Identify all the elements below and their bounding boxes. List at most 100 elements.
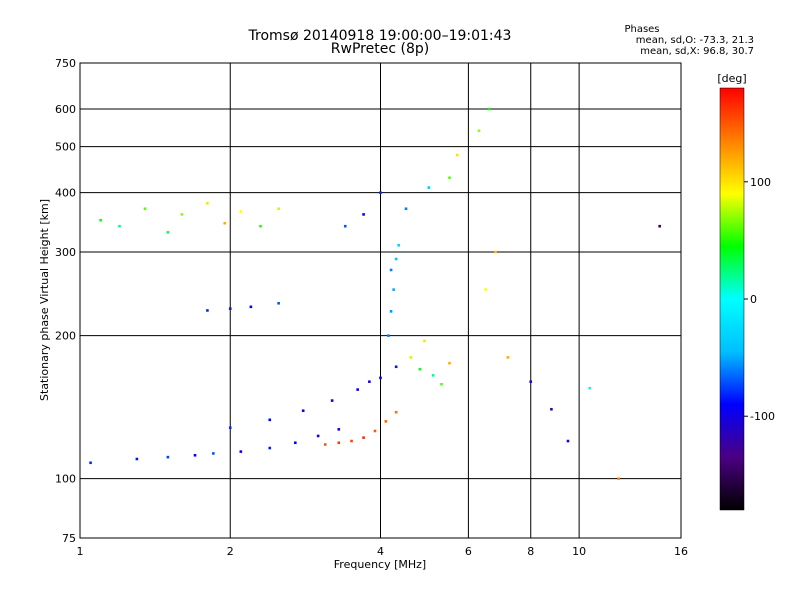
x-tick-labels: 1 2 4 6 8 10 16 (77, 545, 689, 558)
x-tick-label: 8 (527, 545, 534, 558)
data-point (397, 243, 400, 247)
data-point (617, 477, 620, 480)
data-point (389, 310, 393, 313)
data-point (337, 441, 341, 445)
x-tick-label: 10 (572, 545, 586, 558)
data-point (566, 439, 570, 443)
data-points-layer (89, 107, 661, 480)
data-point (529, 380, 533, 383)
data-point (323, 443, 327, 446)
x-tick-label: 2 (227, 545, 234, 558)
data-point (277, 301, 280, 305)
y-tick-label: 300 (55, 246, 76, 259)
data-point (506, 356, 510, 359)
data-point (223, 221, 227, 225)
data-point (99, 218, 102, 222)
data-point (494, 250, 497, 254)
y-tick-label: 400 (55, 187, 76, 200)
data-point (362, 213, 365, 216)
data-point (228, 307, 232, 310)
data-point (418, 367, 422, 371)
data-point (379, 191, 382, 194)
colorbar-tick-label: -100 (750, 410, 775, 423)
y-tick-labels: 75 100 200 300 400 500 600 750 (55, 57, 76, 545)
y-tick-label: 600 (55, 103, 76, 116)
data-point (387, 334, 390, 337)
data-point (350, 439, 353, 443)
colorbar-tick-label: 0 (750, 293, 757, 306)
data-point (193, 453, 197, 457)
data-point (316, 434, 320, 438)
data-point (206, 309, 209, 312)
data-point (389, 268, 393, 272)
data-point (455, 153, 459, 157)
data-point (431, 374, 435, 377)
data-point (379, 376, 382, 380)
data-point (228, 426, 232, 430)
data-point (206, 201, 209, 205)
x-axis-label: Frequency [MHz] (334, 558, 426, 571)
x-tick-label: 16 (674, 545, 688, 558)
data-point (343, 224, 347, 228)
data-point (404, 207, 408, 211)
colorbar (719, 87, 745, 511)
data-point (423, 339, 426, 343)
data-point (294, 441, 297, 445)
data-point (362, 436, 365, 439)
data-point (394, 365, 398, 369)
colorbar-tick-labels: 100 0 -100 (744, 176, 775, 423)
data-point (239, 210, 243, 213)
data-point (143, 207, 147, 211)
phases-heading: Phases (624, 24, 659, 35)
data-point (409, 356, 413, 359)
data-point (249, 305, 253, 309)
data-point (484, 288, 488, 291)
data-point (384, 420, 388, 423)
data-point (239, 450, 243, 453)
x-tick-label: 6 (465, 545, 472, 558)
data-point (166, 455, 170, 459)
data-point (487, 107, 491, 111)
data-point (448, 361, 451, 365)
data-point (658, 224, 661, 228)
plot-frame (79, 62, 682, 539)
data-point (166, 231, 170, 234)
data-point (259, 224, 262, 228)
x-tick-label: 1 (77, 545, 84, 558)
phases-o-line: mean, sd,O: -73.3, 21.3 (636, 35, 754, 46)
data-point (135, 457, 139, 461)
data-point (212, 452, 215, 455)
data-point (394, 410, 398, 414)
phases-x-line: mean, sd,X: 96.8, 30.7 (640, 46, 754, 57)
data-point (394, 257, 398, 261)
data-point (89, 461, 92, 465)
y-tick-label: 100 (55, 473, 76, 486)
data-point (268, 418, 272, 422)
data-point (440, 382, 443, 386)
colorbar-tick-label: 100 (750, 176, 771, 189)
data-point (588, 386, 591, 390)
y-tick-label: 200 (55, 330, 76, 343)
data-point (356, 388, 359, 391)
data-point (301, 409, 305, 413)
data-point (427, 186, 431, 189)
data-point (330, 399, 334, 402)
data-point (392, 288, 395, 291)
x-tick-label: 4 (377, 545, 384, 558)
data-point (180, 213, 184, 216)
y-tick-label: 500 (55, 141, 76, 154)
y-tick-label: 75 (62, 532, 76, 545)
data-point (373, 429, 377, 433)
data-point (368, 380, 371, 383)
y-axis-label: Stationary phase Virtual Height [km] (38, 199, 51, 401)
data-point (118, 224, 121, 228)
data-point (277, 207, 280, 211)
data-point (448, 176, 451, 180)
data-point (550, 407, 553, 411)
chart-title: Tromsø 20140918 19:00:00–19:01:43 (248, 28, 512, 44)
y-tick-label: 750 (55, 57, 76, 70)
data-point (477, 129, 481, 133)
data-point (268, 446, 272, 450)
